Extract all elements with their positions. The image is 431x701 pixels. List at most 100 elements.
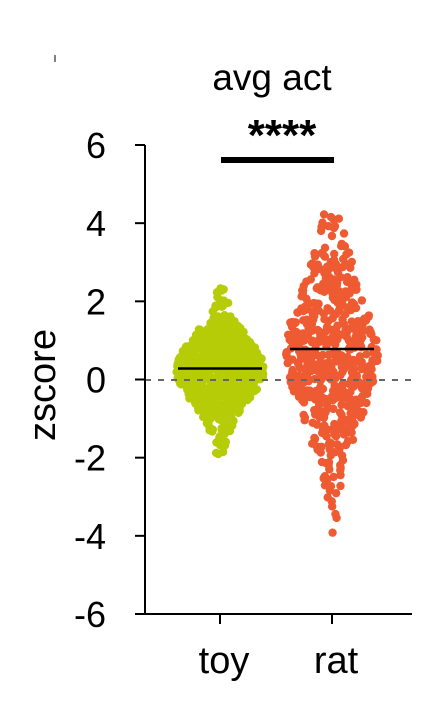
data-point — [325, 465, 334, 474]
data-point — [337, 241, 346, 251]
data-point — [326, 212, 336, 222]
data-point — [357, 296, 367, 305]
data-point — [350, 343, 359, 352]
data-point — [329, 249, 339, 259]
data-point — [205, 426, 214, 435]
data-point — [211, 303, 220, 312]
data-point — [348, 435, 358, 444]
data-point — [352, 402, 361, 412]
data-point — [241, 349, 250, 359]
y-tick-label: 6 — [86, 125, 106, 166]
data-point — [366, 327, 375, 337]
y-tick-label: 2 — [86, 281, 106, 322]
data-point — [337, 410, 346, 419]
data-point — [325, 486, 335, 495]
data-point — [336, 463, 345, 473]
data-point — [342, 354, 352, 363]
x-tick-label-toy: toy — [199, 640, 250, 682]
data-point — [341, 293, 351, 302]
data-point — [334, 264, 343, 274]
data-point — [348, 368, 357, 378]
data-point — [316, 382, 325, 392]
y-tick-label: -2 — [74, 438, 106, 479]
data-point — [308, 259, 317, 268]
significance-stars: **** — [248, 111, 317, 160]
data-point — [337, 451, 347, 460]
data-point — [210, 405, 219, 415]
mean-lines — [178, 347, 374, 370]
data-point — [339, 229, 349, 238]
data-point — [242, 382, 251, 392]
data-point — [297, 396, 307, 405]
y-tick-label: -6 — [74, 594, 106, 635]
data-point — [342, 250, 351, 259]
data-point — [320, 252, 330, 261]
data-point — [319, 309, 329, 318]
data-point — [331, 448, 340, 457]
data-point — [362, 350, 371, 359]
data-point — [175, 376, 184, 386]
data-point — [299, 281, 308, 291]
data-point — [312, 284, 321, 293]
data-point — [329, 223, 339, 233]
data-point — [191, 330, 201, 340]
data-point — [217, 302, 227, 311]
data-point — [182, 368, 192, 377]
data-point — [362, 398, 371, 408]
data-point — [300, 413, 310, 422]
data-point — [186, 344, 195, 353]
data-point — [324, 357, 334, 367]
data-point — [208, 385, 218, 394]
data-point — [211, 448, 221, 458]
data-point — [197, 395, 207, 404]
data-point — [203, 372, 213, 382]
data-point — [363, 389, 372, 399]
y-tick-label: -4 — [74, 516, 106, 557]
data-point — [212, 398, 221, 408]
data-point — [234, 389, 244, 398]
data-point — [357, 357, 366, 367]
data-point — [341, 310, 350, 319]
data-point — [318, 428, 327, 438]
data-point — [369, 335, 379, 344]
x-tick-label-rat: rat — [314, 640, 359, 682]
data-point — [344, 428, 353, 437]
data-point — [328, 528, 337, 537]
data-point — [252, 348, 262, 357]
data-point — [248, 379, 258, 389]
data-point — [305, 324, 315, 334]
data-point — [320, 284, 330, 293]
data-point — [226, 405, 235, 415]
data-point — [318, 372, 327, 382]
data-point — [317, 222, 326, 231]
data-point — [355, 411, 364, 420]
data-point — [237, 371, 246, 381]
data-point — [337, 362, 347, 372]
data-point — [368, 372, 377, 381]
data-point — [225, 351, 234, 361]
data-point — [323, 475, 332, 484]
data-point — [211, 321, 220, 331]
data-point — [293, 358, 303, 368]
data-point — [225, 377, 234, 387]
y-axis-label: zscore — [22, 329, 64, 441]
data-point — [317, 457, 327, 467]
y-axis-ticks: 6 4 2 0 -2 -4 -6 — [74, 125, 145, 635]
data-point — [219, 285, 228, 294]
x-axis-ticks: toy rat — [199, 614, 359, 682]
data-point — [306, 275, 315, 284]
data-point — [369, 348, 378, 357]
y-tick-label: 4 — [86, 203, 106, 244]
data-point — [221, 313, 231, 322]
data-point — [242, 392, 251, 401]
data-point — [310, 249, 319, 258]
data-point — [221, 437, 231, 447]
data-point — [214, 374, 224, 384]
data-point — [247, 369, 257, 379]
chart-title: avg act — [212, 57, 332, 98]
data-point — [204, 419, 213, 428]
data-point — [180, 359, 189, 369]
data-point — [223, 392, 232, 402]
data-point — [310, 434, 320, 444]
data-point — [352, 285, 361, 294]
